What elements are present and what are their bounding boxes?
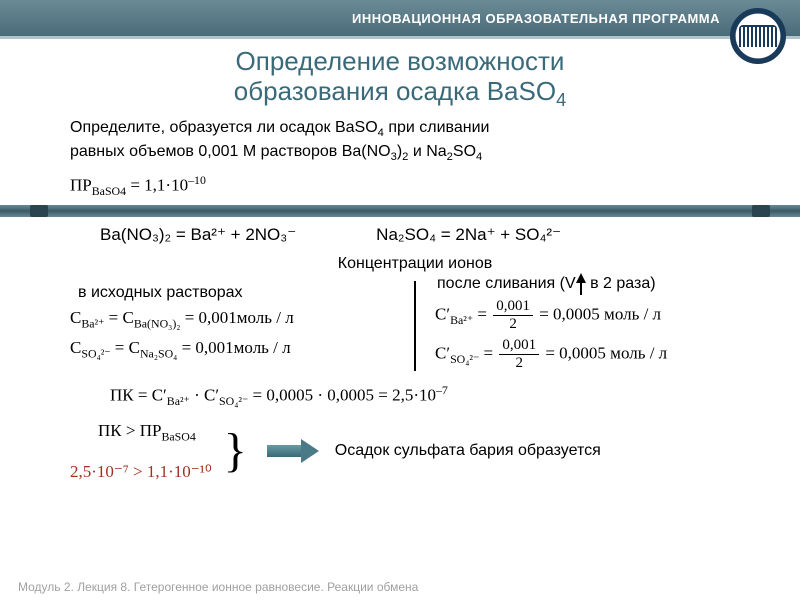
vertical-divider (414, 281, 416, 371)
eq-right: Na₂SO₄ = 2Na⁺ + SO₄²⁻ (376, 225, 561, 245)
col-right-head: после сливания (V в 2 раза) (425, 275, 760, 293)
fraction: 0,0012 (493, 299, 533, 332)
header-bar: ИННОВАЦИОННАЯ ОБРАЗОВАТЕЛЬНАЯ ПРОГРАММА (0, 0, 800, 36)
ion-concentrations-head: Концентрации ионов (70, 255, 760, 273)
fraction: 0,0012 (499, 338, 539, 371)
problem-statement: Определите, образуется ли осадок BaSO4 п… (70, 117, 760, 199)
logo-icon (739, 25, 777, 47)
content: Определите, образуется ли осадок BaSO4 п… (0, 111, 800, 488)
col-left: в исходных растворах CBa²⁺ = CBa(NO₃)₂ =… (70, 284, 405, 367)
separator-bar (0, 205, 800, 217)
university-logo (730, 8, 786, 64)
conclusion-block: ПК > ПРBaSO4 2,5·10⁻⁷ > 1,1·10⁻¹⁰ } Осад… (70, 415, 760, 488)
comparison-1: ПК > ПРBaSO4 (98, 421, 212, 444)
comparison-2: 2,5·10⁻⁷ > 1,1·10⁻¹⁰ (70, 462, 212, 482)
footer: Модуль 2. Лекция 8. Гетерогенное ионное … (18, 580, 418, 594)
two-columns: в исходных растворах CBa²⁺ = CBa(NO₃)₂ =… (70, 275, 760, 377)
col-left-head: в исходных растворах (70, 284, 405, 302)
program-label: ИННОВАЦИОННАЯ ОБРАЗОВАТЕЛЬНАЯ ПРОГРАММА (352, 11, 720, 26)
conclusion-text: Осадок сульфата бария образуется (335, 442, 601, 460)
dissociation-equations: Ba(NO₃)₂ = Ba²⁺ + 2NO₃⁻ Na₂SO₄ = 2Na⁺ + … (100, 225, 760, 245)
brace-icon: } (224, 432, 247, 470)
col-right: после сливания (V в 2 раза) C′Ba²⁺ = 0,0… (425, 275, 760, 377)
accent-line (0, 36, 800, 39)
up-arrow-icon (576, 273, 586, 283)
pk-calc: ПК = C′Ba²⁺ · C′SO₄²⁻ = 0,0005 · 0,0005 … (110, 383, 760, 409)
page-title: Определение возможности образования осад… (0, 47, 800, 111)
eq-left: Ba(NO₃)₂ = Ba²⁺ + 2NO₃⁻ (100, 225, 296, 245)
arrow-right-icon (267, 440, 319, 462)
title-line-1: Определение возможности (0, 47, 800, 77)
title-line-2: образования осадка BaSO4 (0, 77, 800, 111)
